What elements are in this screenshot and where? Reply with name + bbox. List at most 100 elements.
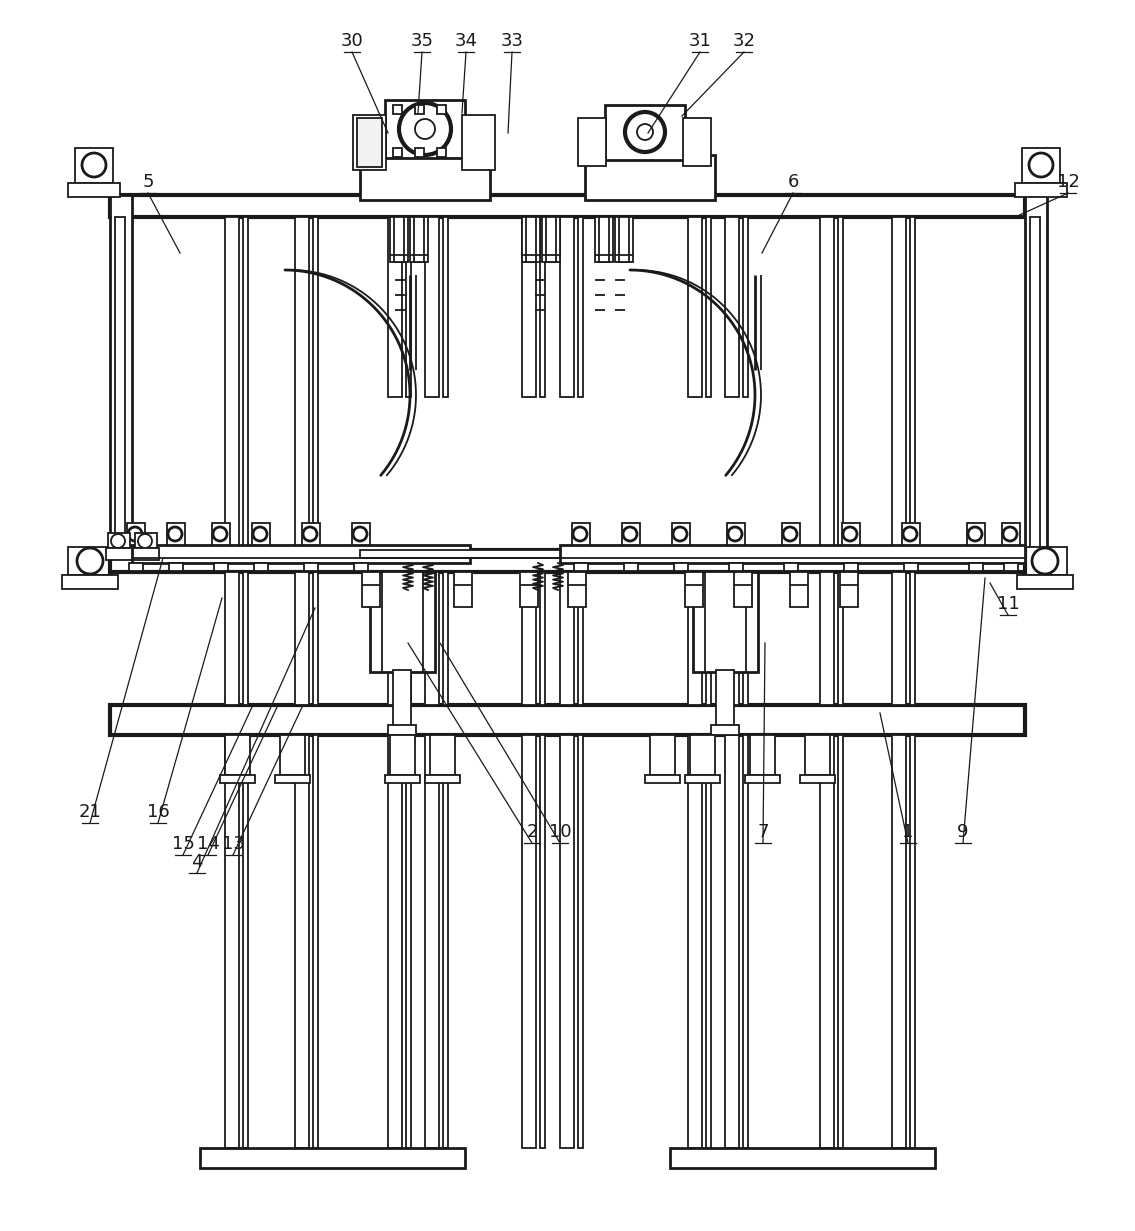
Bar — [840, 572, 858, 607]
Bar — [578, 572, 583, 705]
Bar — [728, 523, 745, 545]
Bar — [540, 735, 545, 1149]
Circle shape — [843, 527, 857, 540]
Bar — [686, 572, 703, 607]
Bar — [430, 735, 455, 776]
Circle shape — [168, 527, 182, 540]
Bar — [68, 183, 120, 197]
Bar — [892, 217, 906, 550]
Bar — [280, 735, 305, 776]
Bar — [725, 735, 739, 1149]
Bar — [560, 217, 574, 398]
Bar — [674, 563, 688, 571]
Bar — [711, 725, 739, 735]
Bar — [578, 217, 583, 398]
Bar — [734, 572, 753, 607]
Bar — [574, 563, 588, 571]
Bar — [110, 194, 132, 570]
Bar — [424, 776, 460, 783]
Bar — [595, 217, 613, 262]
Circle shape — [303, 527, 317, 540]
Bar — [725, 217, 739, 398]
Text: 33: 33 — [501, 32, 523, 50]
Bar — [706, 572, 711, 705]
Bar — [132, 545, 470, 563]
Bar — [406, 572, 411, 705]
Bar — [572, 523, 590, 545]
Bar — [819, 735, 834, 1149]
Circle shape — [77, 548, 103, 574]
Circle shape — [138, 534, 152, 548]
Text: 16: 16 — [146, 803, 169, 821]
Bar — [370, 572, 435, 672]
Bar — [360, 550, 560, 558]
Bar — [225, 572, 239, 705]
Bar — [522, 735, 536, 1149]
Bar — [790, 572, 808, 607]
Bar — [782, 523, 800, 545]
Circle shape — [673, 527, 687, 540]
Bar — [110, 194, 1025, 217]
Bar — [243, 217, 249, 550]
Bar — [443, 735, 448, 1149]
Bar — [599, 217, 609, 262]
Text: 13: 13 — [221, 835, 244, 853]
Bar — [522, 572, 536, 705]
Bar — [743, 572, 748, 705]
Bar — [443, 217, 448, 398]
Bar — [690, 735, 715, 776]
Bar — [415, 105, 424, 114]
Circle shape — [400, 103, 451, 155]
Bar — [75, 148, 114, 183]
Bar — [1017, 575, 1073, 588]
Bar — [800, 776, 835, 783]
Bar — [1023, 547, 1067, 575]
Bar — [624, 563, 638, 571]
Text: 5: 5 — [142, 174, 153, 191]
Bar — [819, 572, 834, 705]
Circle shape — [253, 527, 267, 540]
Text: 10: 10 — [548, 824, 571, 841]
Bar — [1029, 217, 1040, 550]
Bar — [388, 572, 402, 705]
Bar — [543, 217, 560, 262]
Text: 6: 6 — [788, 174, 799, 191]
Bar — [68, 547, 112, 575]
Bar — [522, 217, 536, 398]
Bar — [110, 550, 1025, 572]
Bar — [169, 563, 183, 571]
Bar — [133, 548, 159, 560]
Bar — [424, 735, 439, 1149]
Bar — [358, 118, 382, 167]
Bar — [568, 572, 586, 607]
Bar — [650, 735, 675, 776]
Circle shape — [573, 527, 587, 540]
Circle shape — [111, 534, 125, 548]
Text: 21: 21 — [78, 803, 101, 821]
Bar — [910, 217, 915, 550]
Text: 11: 11 — [997, 595, 1019, 613]
Bar — [725, 572, 739, 705]
Bar — [578, 118, 606, 166]
Bar — [805, 735, 830, 776]
Bar — [127, 523, 145, 545]
Bar — [454, 572, 472, 607]
Bar — [619, 217, 629, 262]
Bar — [424, 217, 439, 398]
Bar — [385, 100, 465, 158]
Bar — [360, 155, 490, 199]
Bar — [106, 548, 132, 560]
Text: 34: 34 — [454, 32, 478, 50]
Circle shape — [82, 153, 106, 177]
Bar — [745, 776, 780, 783]
Bar — [686, 776, 720, 783]
Bar — [313, 735, 318, 1149]
Bar — [254, 563, 268, 571]
Bar — [688, 572, 703, 705]
Bar — [560, 735, 574, 1149]
Bar — [62, 575, 118, 588]
Bar — [462, 114, 495, 170]
Bar — [437, 105, 446, 114]
Bar — [393, 148, 402, 158]
Circle shape — [1029, 153, 1053, 177]
